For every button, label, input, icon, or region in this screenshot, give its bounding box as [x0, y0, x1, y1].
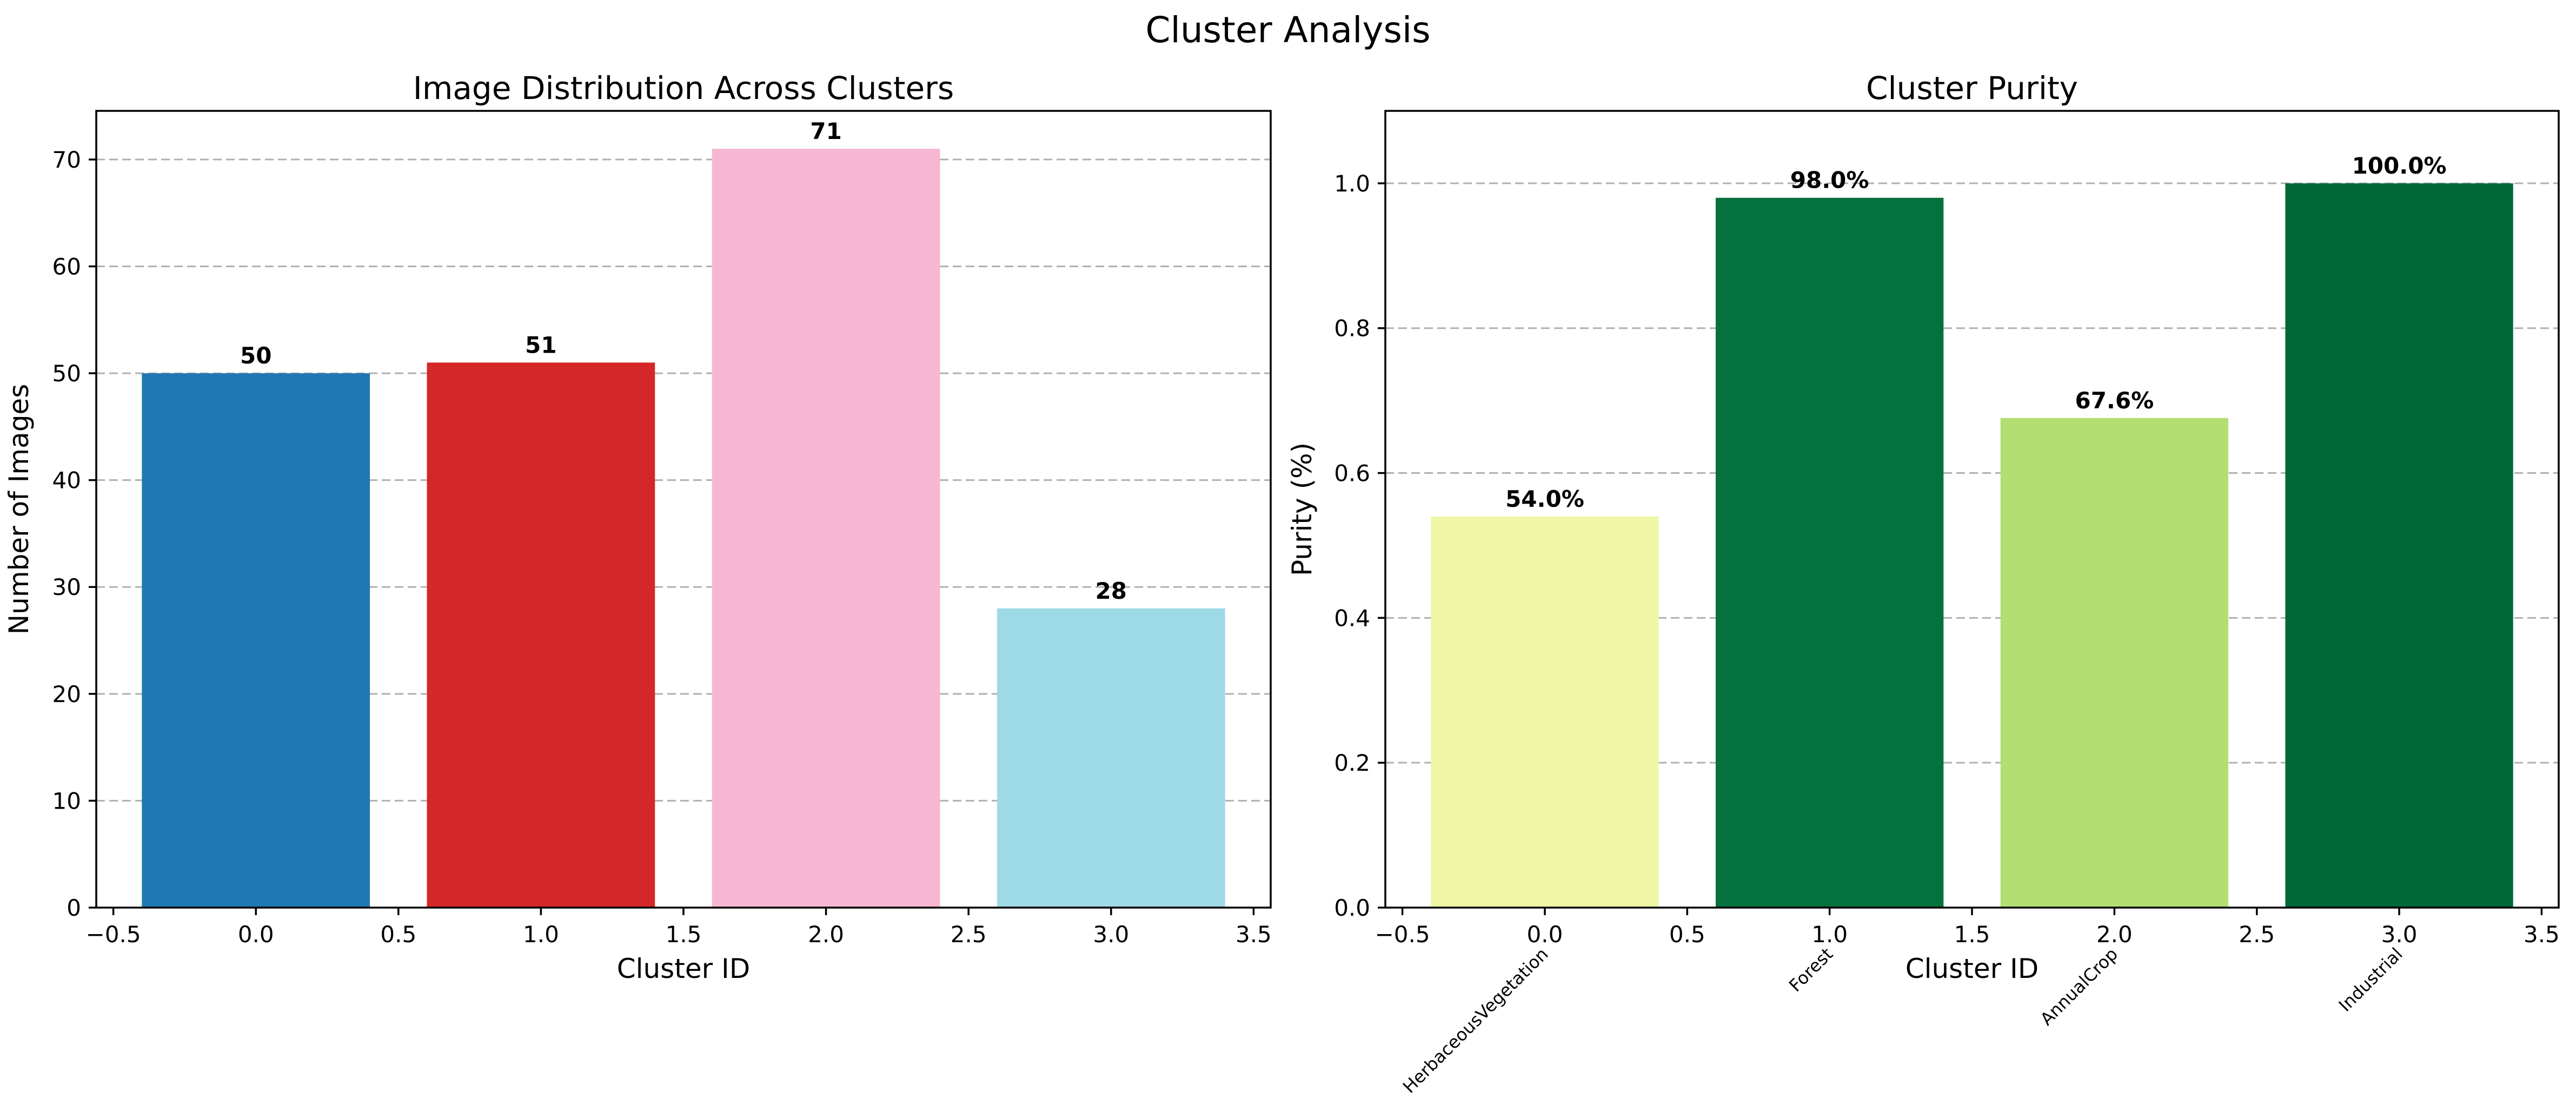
x-tick-label: 0.5 [1669, 921, 1705, 948]
purity-bar-1 [1715, 197, 1944, 908]
y-tick-label: 0.0 [1334, 895, 1370, 921]
purity-bar-0 [1431, 516, 1659, 908]
x-tick-label: 2.5 [951, 921, 987, 948]
x-tick-label: −0.5 [86, 921, 141, 948]
x-tick-label: 2.0 [2096, 921, 2133, 948]
x-tick-label: 3.0 [2381, 921, 2418, 948]
x-tick-label: 0.5 [380, 921, 416, 948]
purity-y-axis-label: Purity (%) [1286, 442, 1318, 576]
x-tick-label: 2.0 [808, 921, 844, 948]
x-tick-label: 0.0 [1527, 921, 1563, 948]
dist-bar-2 [712, 149, 940, 908]
x-tick-label: 1.0 [523, 921, 559, 948]
y-tick-label: 70 [52, 147, 81, 173]
purity-bar-3 [2285, 183, 2513, 908]
dist-y-axis-label: Number of Images [3, 384, 35, 634]
purity-x-axis-label: Cluster ID [1906, 953, 2039, 984]
dist-bar-value-label: 28 [1096, 578, 1127, 604]
y-tick-label: 0.6 [1334, 460, 1370, 487]
y-tick-label: 0.2 [1334, 750, 1370, 776]
dist-bar-3 [997, 608, 1225, 908]
purity-chart-title: Cluster Purity [1866, 70, 2078, 107]
distribution-chart: Image Distribution Across Clusters 50 51 71… [3, 70, 1272, 984]
x-tick-label: 1.5 [666, 921, 702, 948]
x-tick-label: 3.5 [2524, 921, 2560, 948]
dist-bar-0 [142, 373, 370, 908]
dist-bar-value-label: 50 [240, 342, 271, 369]
dist-bar-1 [427, 362, 655, 908]
x-tick-label: 3.5 [1236, 921, 1272, 948]
purity-bar-2 [2000, 418, 2229, 908]
x-tick-label: 2.5 [2239, 921, 2275, 948]
purity-bar-value-label: 67.6% [2075, 387, 2154, 414]
y-tick-label: 40 [52, 467, 81, 494]
x-tick-label: 1.0 [1811, 921, 1848, 948]
y-tick-label: 1.0 [1334, 170, 1370, 197]
y-tick-label: 50 [52, 360, 81, 387]
purity-bar-value-label: 98.0% [1790, 167, 1869, 194]
y-tick-label: 0 [67, 895, 81, 921]
figure-title: Cluster Analysis [1145, 9, 1430, 51]
y-tick-label: 60 [52, 253, 81, 280]
x-tick-label: 1.5 [1954, 921, 1990, 948]
dist-bar-value-label: 51 [525, 332, 556, 358]
dist-x-axis-label: Cluster ID [617, 953, 751, 984]
y-tick-label: 10 [52, 788, 81, 814]
purity-bar-value-label: 100.0% [2352, 153, 2447, 179]
y-tick-label: 0.8 [1334, 315, 1370, 342]
y-tick-label: 20 [52, 681, 81, 707]
dist-chart-title: Image Distribution Across Clusters [413, 70, 954, 107]
y-tick-label: 30 [52, 574, 81, 600]
y-tick-label: 0.4 [1334, 605, 1370, 631]
x-tick-label: 3.0 [1093, 921, 1129, 948]
x-tick-label: −0.5 [1375, 921, 1430, 948]
x-tick-label: 0.0 [238, 921, 274, 948]
purity-bar-value-label: 54.0% [1505, 486, 1584, 512]
dist-bar-value-label: 71 [810, 118, 841, 144]
